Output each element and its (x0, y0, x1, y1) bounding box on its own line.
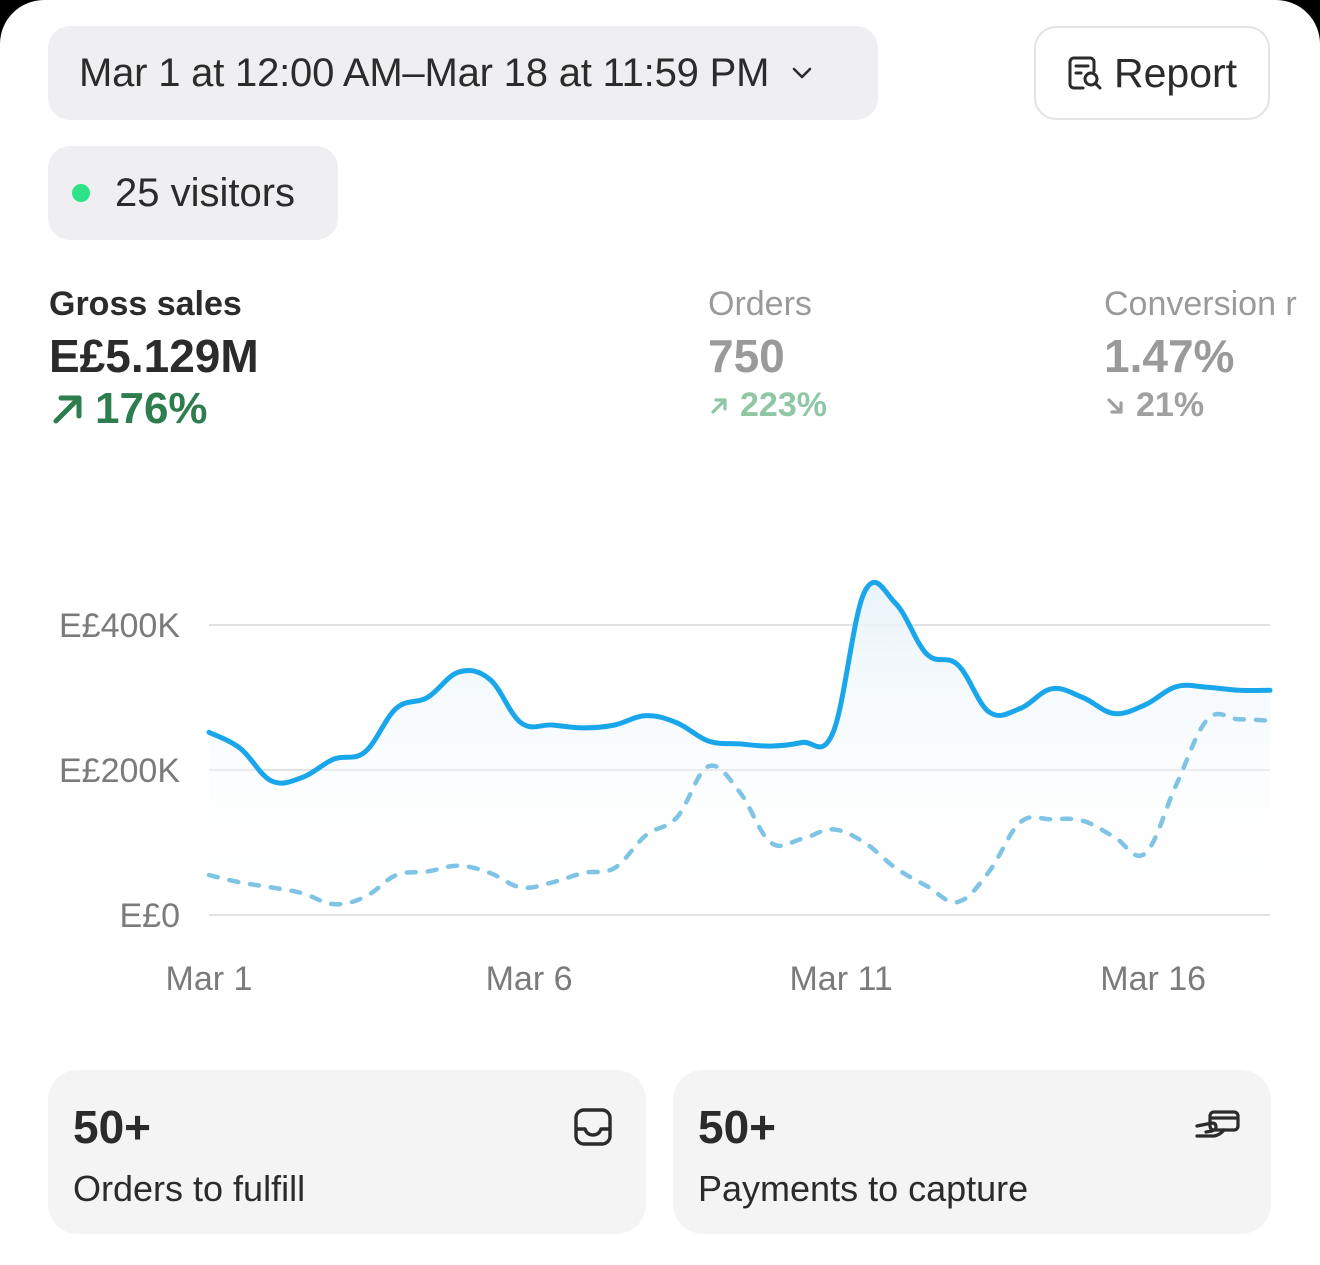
date-range-selector[interactable]: Mar 1 at 12:00 AM–Mar 18 at 11:59 PM (48, 26, 878, 120)
card-payment-icon (1195, 1110, 1240, 1138)
card-count: 50+ (73, 1101, 152, 1153)
visitors-count: 25 visitors (115, 170, 296, 215)
x-tick-label: Mar 11 (789, 960, 892, 998)
x-tick-label: Mar 1 (166, 960, 253, 998)
x-tick-label: Mar 16 (1100, 960, 1206, 998)
card-count: 50+ (698, 1101, 777, 1153)
report-search-icon (1064, 53, 1104, 93)
y-tick-label: E£400K (59, 607, 180, 645)
report-button[interactable]: Report (1034, 26, 1270, 120)
date-range-label: Mar 1 at 12:00 AM–Mar 18 at 11:59 PM (79, 50, 770, 95)
chevron-down-icon (787, 58, 817, 88)
arrow-up-right-icon (711, 397, 727, 414)
card-label: Orders to fulfill (73, 1168, 306, 1209)
metric-change-value: 176% (95, 384, 208, 433)
metric-change: 176% (49, 384, 259, 434)
orders-to-fulfill-card[interactable]: 50+ Orders to fulfill (48, 1070, 646, 1234)
card-label: Payments to capture (698, 1168, 1029, 1209)
payments-to-capture-card[interactable]: 50+ Payments to capture (673, 1070, 1271, 1234)
metric-change: 223% (708, 386, 827, 425)
metric-change: 21% (1104, 386, 1297, 425)
metric-label: Gross sales (49, 285, 242, 323)
live-visitors-badge[interactable]: 25 visitors (48, 146, 338, 240)
metric-orders[interactable]: Orders 750 223% (708, 284, 827, 425)
metric-value: E£5.129M (49, 330, 259, 382)
metric-change-value: 21% (1136, 386, 1205, 424)
report-button-label: Report (1114, 49, 1238, 96)
arrow-down-right-icon (1107, 397, 1123, 414)
current-period-line (206, 579, 1273, 786)
metric-label: Orders (708, 285, 812, 323)
metric-value: 750 (708, 330, 785, 382)
inbox-icon (574, 1108, 612, 1146)
y-tick-label: E£0 (120, 897, 181, 935)
metric-conversion-rate[interactable]: Conversion r 1.47% 21% (1104, 284, 1297, 425)
gross-sales-chart[interactable]: E£0 E£200K E£400K Mar 1 Mar 6 Mar 11 Mar 16 (0, 540, 1320, 1020)
series-area-fill (209, 582, 1270, 915)
x-tick-label: Mar 6 (486, 960, 573, 998)
metric-value: 1.47% (1104, 330, 1235, 382)
previous-period-line (206, 711, 1273, 907)
arrow-up-right-icon (53, 395, 82, 424)
y-tick-label: E£200K (59, 752, 180, 790)
metric-gross-sales[interactable]: Gross sales E£5.129M 176% (49, 284, 259, 434)
live-status-dot (72, 184, 90, 202)
metric-label: Conversion r (1104, 285, 1297, 323)
metric-change-value: 223% (740, 386, 827, 424)
